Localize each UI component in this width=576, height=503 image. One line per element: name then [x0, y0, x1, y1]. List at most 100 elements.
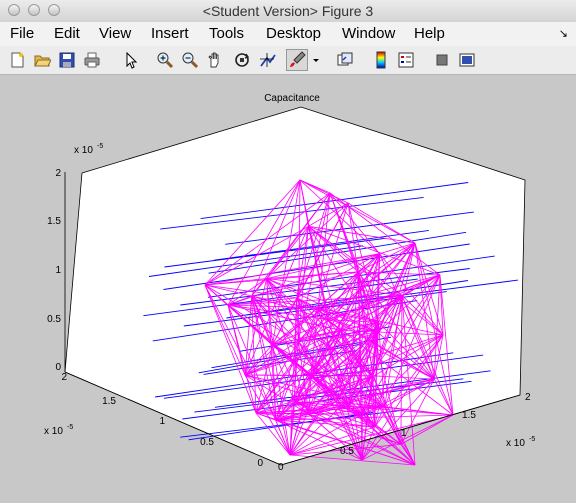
magenta-segment — [251, 295, 349, 407]
magenta-segment — [227, 304, 385, 408]
magenta-segment — [298, 253, 380, 342]
figure-canvas[interactable]: Capacitance 2 1.5 1 0.5 0 x 10 -5 2 1.5 … — [0, 75, 576, 503]
magenta-segment — [275, 419, 375, 428]
print-icon[interactable] — [83, 51, 101, 69]
magenta-segment — [348, 271, 359, 407]
magenta-segment — [289, 375, 374, 456]
magenta-segment — [308, 330, 342, 415]
hide-plot-tools-icon[interactable] — [433, 51, 451, 69]
magenta-segment — [433, 334, 444, 380]
x-tick-label: 1 — [401, 428, 407, 439]
magenta-segment — [296, 297, 342, 331]
close-window-button[interactable] — [8, 4, 20, 16]
zoom-window-button[interactable] — [48, 4, 60, 16]
magenta-segment — [266, 278, 277, 421]
minimize-window-button[interactable] — [28, 4, 40, 16]
magenta-segment — [296, 297, 349, 407]
magenta-segment — [275, 419, 416, 466]
z-tick-label: 1 — [55, 265, 61, 276]
magenta-segment — [294, 401, 349, 408]
magenta-segment — [361, 334, 444, 461]
magenta-segment — [272, 307, 318, 345]
magenta-segment — [384, 406, 454, 416]
menu-edit[interactable]: Edit — [54, 25, 80, 42]
x-tick-label: 0.5 — [340, 446, 354, 457]
blue-segment — [160, 196, 424, 230]
magenta-segment — [244, 226, 309, 376]
menu-insert[interactable]: Insert — [151, 25, 189, 42]
magenta-segment — [400, 378, 435, 445]
magenta-segment — [340, 329, 435, 380]
magenta-segment — [362, 295, 403, 415]
magenta-segment — [299, 179, 331, 194]
magenta-segment — [401, 295, 416, 466]
magenta-segment — [227, 179, 301, 306]
magenta-segment — [379, 242, 416, 255]
new-figure-icon[interactable] — [8, 51, 26, 69]
menu-help[interactable]: Help — [414, 25, 445, 42]
zoom-out-icon[interactable] — [181, 51, 199, 69]
magenta-segment — [294, 401, 375, 428]
magenta-segment — [294, 401, 363, 461]
magenta-segment — [310, 295, 403, 377]
magenta-segment — [414, 242, 454, 416]
y-tick-label: 0 — [257, 458, 263, 469]
magenta-segment — [439, 274, 444, 336]
magenta-segment — [310, 375, 337, 403]
brush-button[interactable] — [286, 49, 308, 71]
zoom-in-icon[interactable] — [156, 51, 174, 69]
menu-bar: File Edit View Insert Tools Desktop Wind… — [0, 22, 576, 46]
magenta-segment — [340, 321, 379, 331]
legend-icon[interactable] — [397, 51, 415, 69]
magenta-segment — [357, 271, 375, 428]
pointer-icon[interactable] — [122, 51, 140, 69]
magenta-segment — [297, 192, 331, 342]
magenta-segment — [308, 295, 403, 415]
magenta-segment — [384, 274, 441, 407]
magenta-segment — [299, 179, 380, 254]
y-tick-label: 2 — [61, 372, 67, 383]
magenta-segment — [377, 274, 441, 333]
show-plot-tools-icon[interactable] — [458, 51, 476, 69]
magenta-segment — [227, 304, 257, 414]
magenta-segment — [308, 225, 441, 276]
x-axis: 0 0.5 1 1.5 2 x 10 -5 — [278, 392, 535, 473]
magenta-segment — [378, 322, 435, 380]
series-magenta-lines — [204, 179, 454, 466]
link-plot-icon[interactable] — [336, 51, 354, 69]
colorbar-icon[interactable] — [372, 51, 390, 69]
menu-file[interactable]: File — [10, 25, 35, 42]
magenta-segment — [204, 192, 331, 286]
menu-window[interactable]: Window — [342, 25, 396, 42]
magenta-segment — [289, 426, 375, 456]
menu-desktop[interactable]: Desktop — [266, 25, 322, 42]
rotate-3d-icon[interactable] — [233, 51, 251, 69]
data-cursor-icon[interactable] — [259, 51, 277, 69]
magenta-segment — [204, 284, 246, 376]
magenta-segment — [433, 378, 454, 416]
magenta-segment — [255, 344, 273, 414]
magenta-segment — [327, 319, 378, 333]
magenta-segment — [372, 295, 403, 376]
magenta-segment — [414, 242, 444, 336]
magenta-segment — [272, 297, 298, 345]
save-icon[interactable] — [58, 51, 76, 69]
magenta-segment — [335, 253, 380, 403]
magenta-segment — [308, 226, 359, 273]
magenta-segment — [348, 253, 380, 407]
brush-dropdown-icon[interactable] — [311, 51, 321, 69]
menu-view[interactable]: View — [99, 25, 132, 42]
figure-toolbar — [0, 46, 576, 75]
pan-icon[interactable] — [206, 51, 224, 69]
z-axis-multiplier: x 10 — [74, 145, 93, 156]
open-file-icon[interactable] — [33, 51, 51, 69]
z-axis-exponent: -5 — [97, 143, 103, 150]
magenta-segment — [377, 332, 435, 380]
magenta-segment — [340, 330, 375, 428]
magenta-segment — [275, 330, 342, 421]
magenta-segment — [255, 341, 299, 414]
magenta-segment — [296, 297, 299, 342]
menu-tools[interactable]: Tools — [209, 25, 245, 42]
toolbar-overflow-icon[interactable]: ↘ — [558, 28, 568, 40]
magenta-segment — [299, 179, 416, 244]
